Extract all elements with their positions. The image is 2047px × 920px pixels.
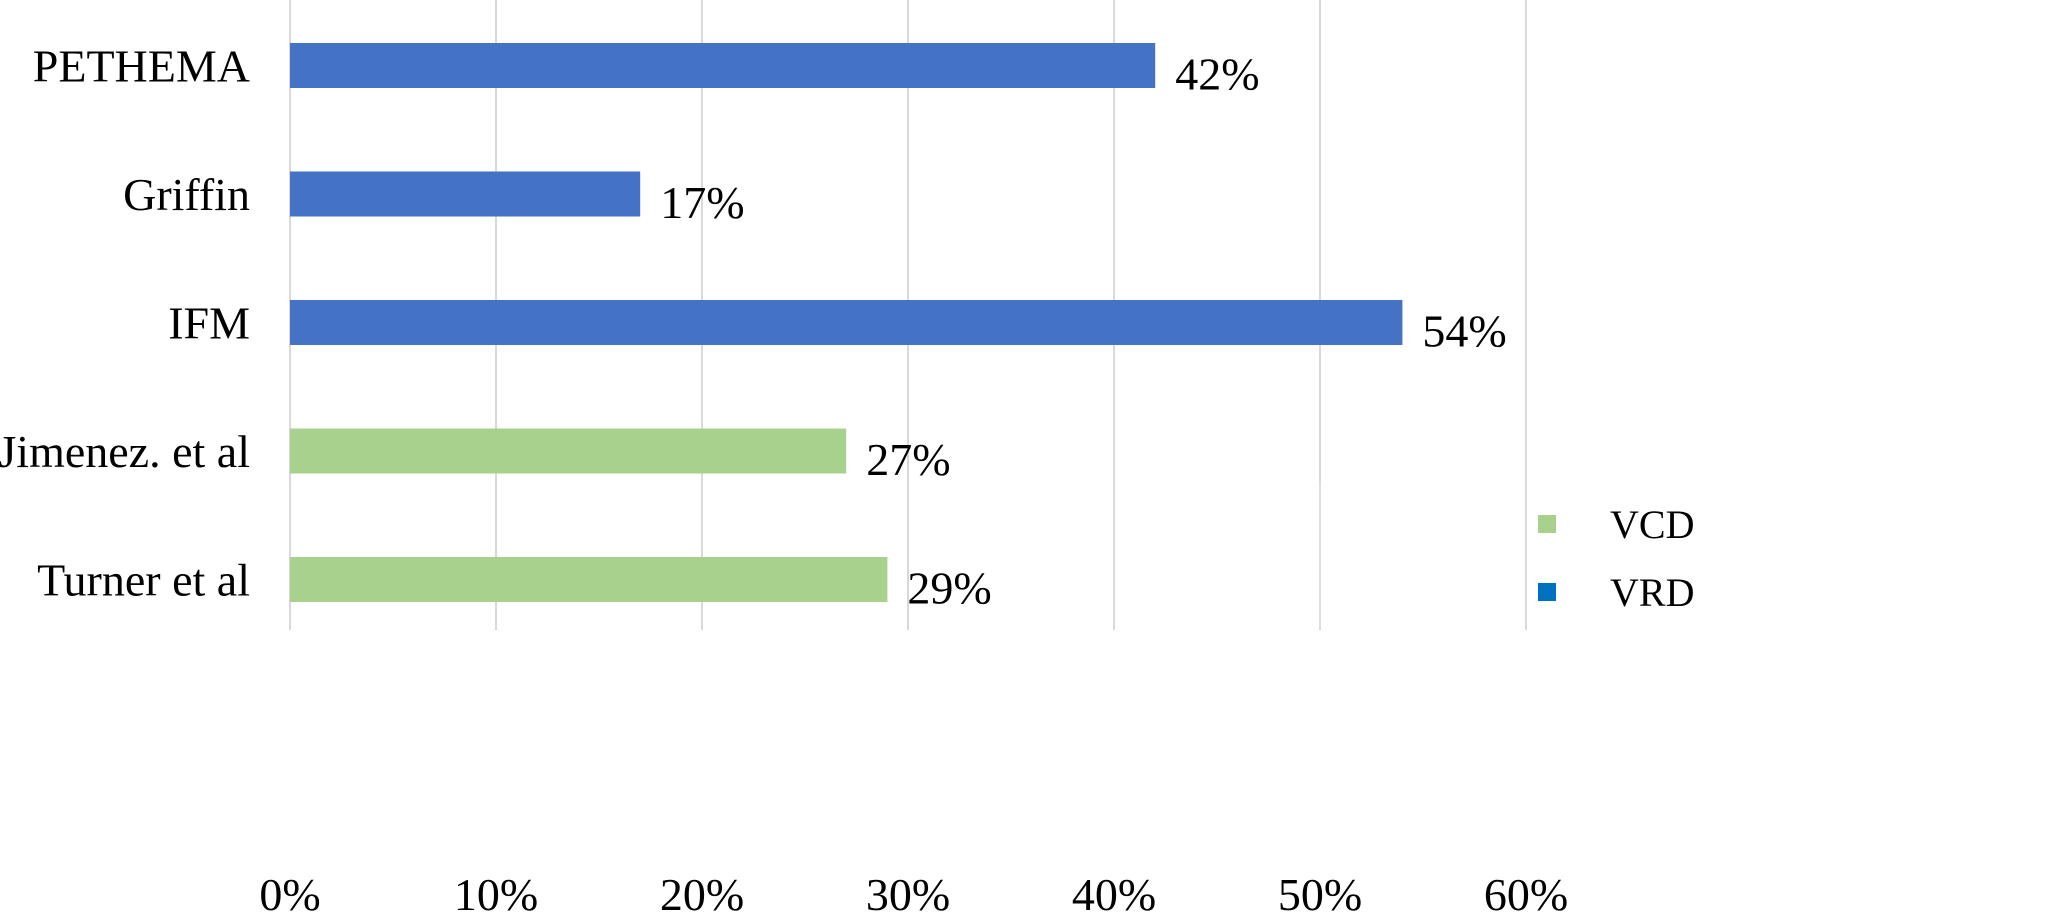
data-label: 27% <box>866 434 950 485</box>
legend-label-vrd: VRD <box>1610 570 1694 615</box>
legend: VCD VRD <box>1319 485 1694 628</box>
x-tick-label: 10% <box>454 869 538 915</box>
bar-ifm <box>290 300 1403 345</box>
data-label: 54% <box>1422 306 1506 357</box>
category-label: Turner et al <box>37 555 250 606</box>
category-label: PETHEMA <box>33 41 250 92</box>
legend-swatch-vrd <box>1538 583 1556 601</box>
data-label: 42% <box>1175 49 1259 100</box>
category-label: IFM <box>168 298 250 349</box>
x-tick-label: 50% <box>1278 869 1362 915</box>
x-axis-ticks: 0% 10% 20% 30% 40% 50% 60% <box>259 869 1568 920</box>
data-label: 29% <box>907 563 991 614</box>
data-label: 17% <box>660 177 744 228</box>
category-label: Jimenez. et al <box>0 426 250 477</box>
bar-jimenez-et-al <box>290 428 847 474</box>
bars <box>290 43 1403 602</box>
bar-pethema <box>290 43 1156 88</box>
x-tick-label: 60% <box>1484 869 1568 915</box>
bar-turner-et-al <box>290 557 888 602</box>
category-label: Griffin <box>123 169 250 220</box>
x-tick-label: 20% <box>660 869 744 915</box>
x-tick-label: 30% <box>866 869 950 915</box>
x-tick-label: 0% <box>259 869 320 915</box>
data-labels: 42% 17% 54% 27% 29% <box>660 49 1507 614</box>
x-tick-label: 40% <box>1072 869 1156 915</box>
legend-label-vcd: VCD <box>1610 502 1694 547</box>
legend-swatch-vcd <box>1538 515 1556 533</box>
category-labels: PETHEMA Griffin IFM Jimenez. et al Turner et… <box>0 41 250 606</box>
bar-griffin <box>290 171 641 217</box>
